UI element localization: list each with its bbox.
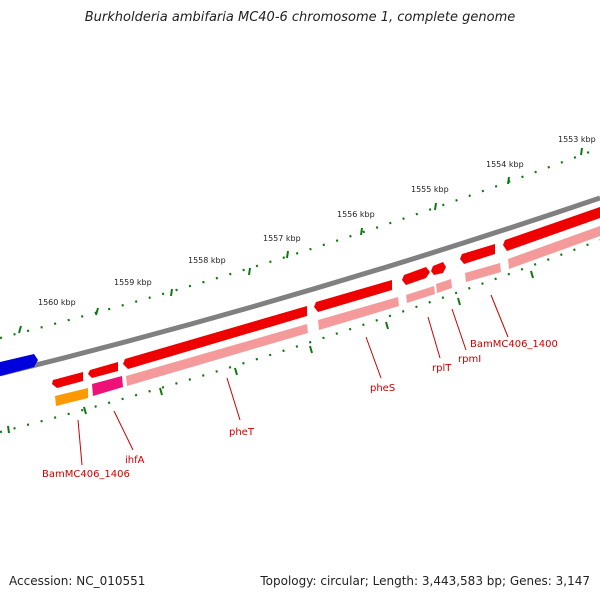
leader-pheS [365,336,382,379]
leader-rplT [427,316,441,359]
tick-label-1554: 1554 kbp [486,160,524,169]
cds-rpmI [436,279,452,293]
tick-labels: 1553 kbp 1554 kbp 1555 kbp 1556 kbp 1557… [38,135,596,307]
label-leaders [77,294,509,466]
tick-label-1559: 1559 kbp [114,278,152,287]
gene-label-1400: BamMC406_1400 [470,339,558,350]
cds-pheS [318,297,399,330]
tick-label-1557: 1557 kbp [263,234,301,243]
feature-orange [55,388,88,406]
cds-track [55,226,600,406]
cds-1400 [465,263,501,282]
leader-1406 [77,419,83,466]
gene-label-rpmI: rpmI [458,354,481,365]
gene-label-ihfA: ihfA [125,455,145,466]
cds-right [508,226,600,269]
feature-magenta [92,376,123,396]
accession-text: Accession: NC_010551 [9,574,146,588]
genome-summary-text: Topology: circular; Length: 3,443,583 bp… [260,574,590,588]
forward-genes [52,207,600,388]
gene-label-rplT: rplT [432,363,452,374]
gene-blue-left [0,354,38,376]
cds-pheT [126,324,308,386]
gene-red-1 [52,372,83,388]
cds-rplT [406,286,435,303]
gene-red-right [503,207,600,251]
gene-red-rplT [402,267,430,285]
leader-rpmI [451,308,467,351]
inner-tick-ring [0,238,600,434]
gene-label-1406: BamMC406_1406 [42,469,130,480]
outer-tick-ring [0,146,600,340]
gene-red-pheS [314,280,392,312]
tick-label-1558: 1558 kbp [188,256,226,265]
gene-red-rpmI [431,262,446,275]
gene-red-pheT [123,306,307,369]
genome-backbone [0,195,600,377]
gene-red-1400 [460,244,495,264]
tick-label-1560: 1560 kbp [38,298,76,307]
gene-label-pheS: pheS [370,383,395,394]
gene-labels: BamMC406_1400 rpmI rplT pheS pheT ihfA B… [42,339,558,480]
map-title: Burkholderia ambifaria MC40-6 chromosome… [84,10,516,25]
leader-1400 [490,294,509,338]
tick-label-1553: 1553 kbp [558,135,596,144]
gene-label-pheT: pheT [229,427,255,438]
leader-ihfA [113,410,134,451]
tick-label-1555: 1555 kbp [411,185,449,194]
leader-pheT [226,377,241,421]
gene-red-2 [88,362,118,378]
tick-label-1556: 1556 kbp [337,210,375,219]
